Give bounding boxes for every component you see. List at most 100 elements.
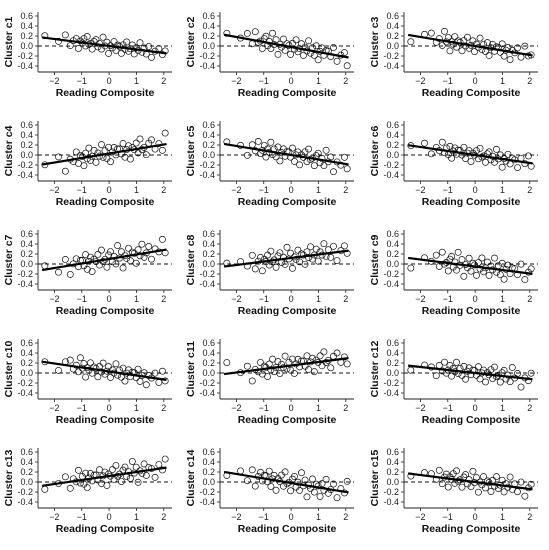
- y-tick-label: -0.4: [383, 279, 399, 289]
- data-point: [125, 244, 132, 252]
- data-point: [126, 155, 134, 163]
- x-tick-label: 0: [473, 294, 478, 304]
- data-point: [327, 153, 335, 161]
- data-point: [460, 272, 468, 280]
- panel-13: -0.4-0.20.00.20.40.6 −2 −1 0 1 2 Reading Compo…: [3, 447, 172, 535]
- y-tick-label: 0.0: [20, 150, 33, 160]
- data-point: [55, 366, 62, 374]
- x-tick-label: −1: [443, 512, 453, 522]
- data-point: [158, 146, 166, 154]
- data-point: [441, 358, 448, 366]
- data-point: [272, 36, 280, 44]
- data-point: [444, 267, 452, 275]
- data-point: [476, 34, 484, 42]
- data-point: [340, 153, 348, 161]
- data-point: [136, 377, 144, 385]
- y-tick-label: 0.4: [20, 348, 33, 358]
- data-point: [314, 149, 322, 157]
- data-point: [88, 268, 96, 275]
- data-point: [145, 243, 153, 250]
- data-point: [55, 153, 62, 161]
- panel-11: -0.4-0.20.00.20.40.6 −2 −1 0 1 2 Reading Compo…: [185, 338, 354, 426]
- x-tick-label: −2: [415, 512, 425, 522]
- x-tick-label: −1: [443, 294, 453, 304]
- data-point: [296, 486, 304, 494]
- data-point: [517, 260, 525, 268]
- data-point: [454, 248, 462, 256]
- data-point: [82, 373, 90, 381]
- data-point: [407, 366, 415, 374]
- y-tick-label: -0.2: [383, 378, 399, 388]
- data-point: [487, 366, 495, 374]
- regression-line: [407, 364, 533, 381]
- data-point: [310, 162, 318, 170]
- data-point: [467, 158, 475, 165]
- data-point: [61, 473, 69, 481]
- data-point: [485, 148, 493, 156]
- regression-line: [41, 466, 167, 487]
- x-tick-label: 1: [134, 294, 139, 304]
- data-point: [482, 484, 489, 492]
- data-point: [305, 37, 313, 45]
- y-tick-label: 0.6: [20, 11, 33, 21]
- y-tick-label: 0.4: [386, 21, 399, 31]
- data-point: [258, 267, 266, 275]
- data-point: [289, 355, 296, 363]
- data-point: [438, 480, 446, 488]
- data-point: [145, 43, 153, 51]
- y-tick-label: -0.4: [383, 61, 399, 71]
- data-point: [103, 154, 111, 162]
- x-axis-label: Reading Composite: [56, 305, 155, 317]
- data-point: [158, 466, 166, 474]
- data-point: [110, 476, 118, 483]
- data-point: [489, 40, 497, 48]
- data-point: [130, 50, 138, 58]
- data-point: [298, 40, 305, 48]
- x-axis-label: Reading Composite: [238, 305, 337, 317]
- data-point: [265, 467, 273, 475]
- y-axis-label: Cluster c10: [3, 341, 15, 398]
- data-point: [316, 492, 324, 500]
- data-point: [121, 463, 129, 471]
- data-point: [101, 468, 109, 476]
- data-point: [432, 372, 440, 380]
- data-point: [262, 32, 270, 40]
- regression-line: [41, 36, 167, 55]
- data-point: [148, 53, 155, 61]
- data-point: [97, 141, 105, 149]
- y-tick-label: -0.2: [199, 487, 215, 497]
- data-point: [267, 138, 275, 146]
- data-point: [473, 474, 480, 482]
- data-point: [105, 49, 113, 57]
- y-tick-label: -0.4: [199, 388, 215, 398]
- data-point: [97, 246, 105, 254]
- y-tick-label: 0.2: [386, 140, 399, 150]
- data-point: [155, 461, 163, 468]
- data-point: [301, 476, 309, 484]
- data-point: [279, 145, 287, 153]
- data-point: [462, 375, 469, 383]
- y-axis-label: Cluster c3: [369, 16, 381, 67]
- data-point: [134, 365, 142, 373]
- data-point: [333, 257, 341, 264]
- data-point: [453, 266, 460, 274]
- y-tick-label: -0.4: [199, 61, 215, 71]
- data-point: [289, 264, 296, 272]
- panel-2: -0.4-0.20.00.20.40.6 −2 −1 0 1 2 Reading Compo…: [185, 11, 354, 99]
- regression-line: [407, 256, 533, 275]
- data-point: [267, 482, 275, 490]
- data-point: [287, 50, 295, 58]
- data-point: [55, 268, 62, 276]
- data-point: [107, 248, 114, 256]
- data-point: [427, 29, 435, 37]
- data-point: [487, 488, 495, 495]
- x-tick-label: −1: [77, 403, 87, 413]
- y-tick-label: -0.2: [17, 487, 33, 497]
- y-tick-label: 0.0: [386, 477, 399, 487]
- y-tick-label: 0.2: [202, 140, 215, 150]
- data-point: [223, 29, 231, 37]
- data-point: [318, 362, 326, 370]
- data-point: [96, 261, 103, 269]
- y-tick-label: 0.4: [20, 457, 33, 467]
